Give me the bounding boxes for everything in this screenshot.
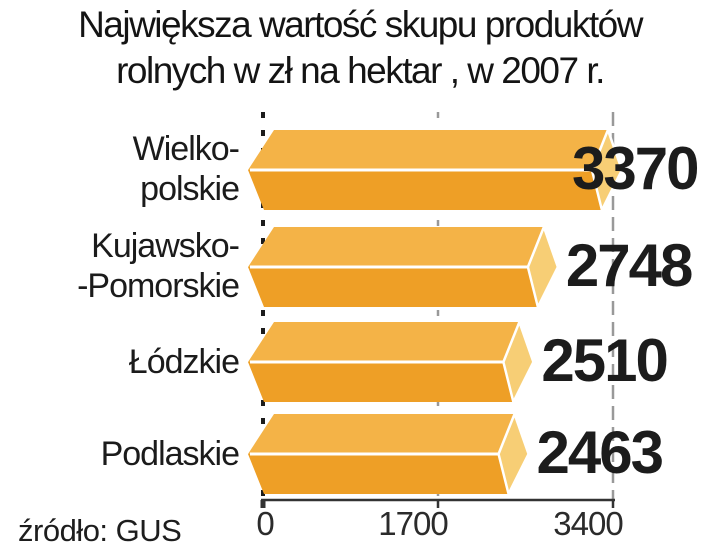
category-label-3: Podlaskie xyxy=(0,434,240,474)
chart-title-line1: Największa wartość skupu produktów xyxy=(78,4,643,45)
category-label-line: -Pomorskie xyxy=(77,267,240,305)
bar-top-face-1 xyxy=(248,227,544,267)
category-label-line: Łódzkie xyxy=(128,343,240,381)
x-tick-label-3400: 3400 xyxy=(553,505,623,542)
bar-value-label-0: 3370 xyxy=(572,135,699,202)
bar-end-cap-1 xyxy=(526,225,560,309)
category-label-line: Kujawsko- xyxy=(91,227,240,265)
bar-front-face-3 xyxy=(248,454,509,494)
chart-title: Największa wartość skupu produktów rolny… xyxy=(0,2,720,94)
chart-title-line2: rolnych w zł na hektar , w 2007 r. xyxy=(116,50,605,91)
category-label-line: polskie xyxy=(140,170,240,208)
bar-front-face-2 xyxy=(248,362,514,402)
bar-end-cap-0 xyxy=(590,128,624,212)
x-tick-label-0: 0 xyxy=(256,505,274,542)
bar-end-cap-3 xyxy=(497,412,530,496)
category-label-line: Podlaskie xyxy=(100,435,240,473)
bar-end-cap-2 xyxy=(502,320,535,404)
category-label-line: Wielko- xyxy=(132,130,240,168)
bar-top-face-2 xyxy=(248,322,520,362)
x-tick-label-1700: 1700 xyxy=(378,505,448,542)
bar-front-face-1 xyxy=(248,267,538,307)
bar-value-label-2: 2510 xyxy=(541,327,668,394)
bar-front-face-0 xyxy=(248,170,602,210)
bar-top-face-3 xyxy=(248,414,515,454)
source-label: źródło: GUS xyxy=(18,513,182,548)
bar-value-label-3: 2463 xyxy=(536,419,664,486)
category-label-0: Wielko-polskie xyxy=(0,129,240,209)
category-label-2: Łódzkie xyxy=(0,342,240,382)
bar-value-label-1: 2748 xyxy=(565,232,693,299)
category-label-1: Kujawsko- -Pomorskie xyxy=(0,226,240,306)
bar-top-face-0 xyxy=(248,130,608,170)
